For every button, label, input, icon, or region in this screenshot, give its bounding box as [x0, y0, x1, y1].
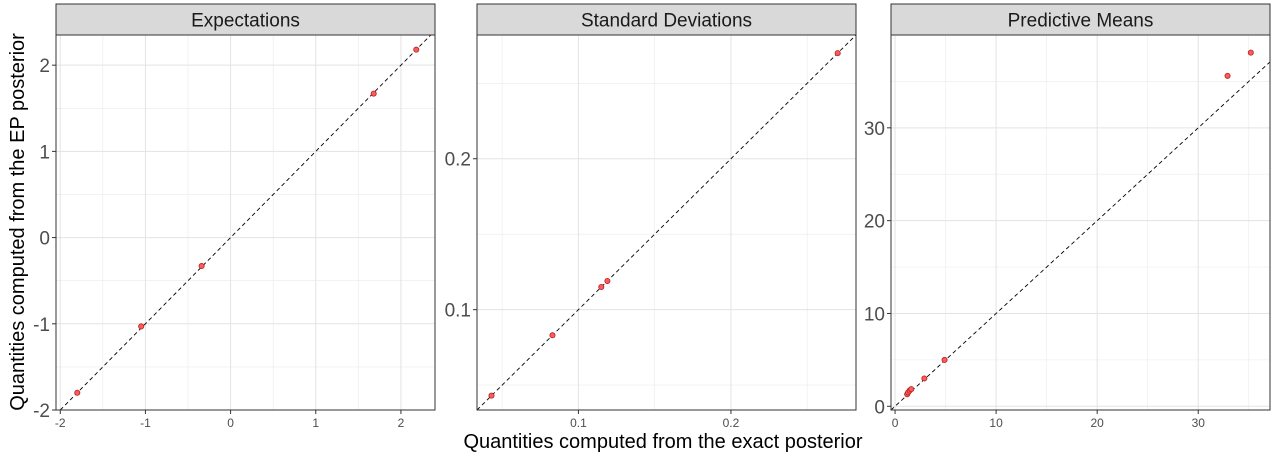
x-tick-label: -1 [140, 416, 151, 430]
y-tick-label: 0 [39, 229, 50, 250]
facet-strip [476, 3, 857, 36]
reference-line [59, 34, 432, 411]
x-tick-label: 1 [312, 416, 319, 430]
facet-title: Predictive Means [1008, 11, 1154, 32]
x-tick-label: 0.1 [570, 416, 587, 430]
y-tick-label: -2 [33, 401, 50, 422]
x-tick-label: 2 [398, 416, 405, 430]
facet-strip [55, 3, 436, 36]
data-point [604, 277, 611, 284]
reference-line [890, 61, 1271, 411]
y-tick-label: 2 [39, 56, 50, 77]
reference-line [476, 34, 857, 411]
facet-title: Expectations [191, 11, 300, 32]
y-tick-label: 1 [39, 142, 50, 163]
x-tick-label: 0 [892, 416, 899, 430]
data-point [1247, 49, 1254, 56]
data-point [598, 284, 605, 291]
y-tick-label: 0.1 [445, 301, 471, 322]
facet-title: Standard Deviations [581, 11, 752, 32]
data-point [138, 323, 145, 330]
x-axis-title: Quantities computed from the exact poste… [463, 431, 862, 453]
facet-strip [890, 3, 1271, 36]
data-point [198, 263, 205, 270]
y-tick-label: 30 [864, 119, 885, 140]
x-tick-label: 0.2 [723, 416, 740, 430]
panel-border [890, 34, 1271, 411]
x-tick-label: 10 [989, 416, 1003, 430]
data-point [941, 356, 948, 363]
panels-group: Expectations -2 -1 0 1 2 -2 -1 0 1 2 Standard Devia… [33, 3, 1271, 430]
y-tick-label: -1 [33, 315, 50, 336]
x-tick-label: 0 [227, 416, 234, 430]
data-point [921, 375, 928, 382]
data-point [74, 389, 81, 396]
data-point [488, 392, 495, 399]
data-point [908, 386, 915, 393]
panel-border [55, 34, 436, 411]
data-point [370, 90, 377, 97]
x-tick-label: 30 [1192, 416, 1206, 430]
panel-3: Predictive Means 0 10 20 30 0 10 20 30 [864, 3, 1271, 430]
panel-1: Expectations -2 -1 0 1 2 -2 -1 0 1 2 [33, 3, 436, 430]
panel-2: Standard Deviations 0.1 0.2 0.1 0.2 [445, 3, 857, 430]
y-tick-label: 0.2 [445, 150, 471, 171]
data-point [549, 332, 556, 339]
x-tick-label: -2 [55, 416, 66, 430]
y-axis-title: Quantities computed from the EP posterio… [7, 33, 29, 411]
y-tick-label: 20 [864, 212, 885, 233]
y-tick-label: 10 [864, 304, 885, 325]
data-point [834, 50, 841, 57]
data-point [413, 46, 420, 53]
data-point [1224, 72, 1231, 79]
x-tick-label: 20 [1090, 416, 1104, 430]
y-tick-label: 0 [874, 397, 885, 418]
